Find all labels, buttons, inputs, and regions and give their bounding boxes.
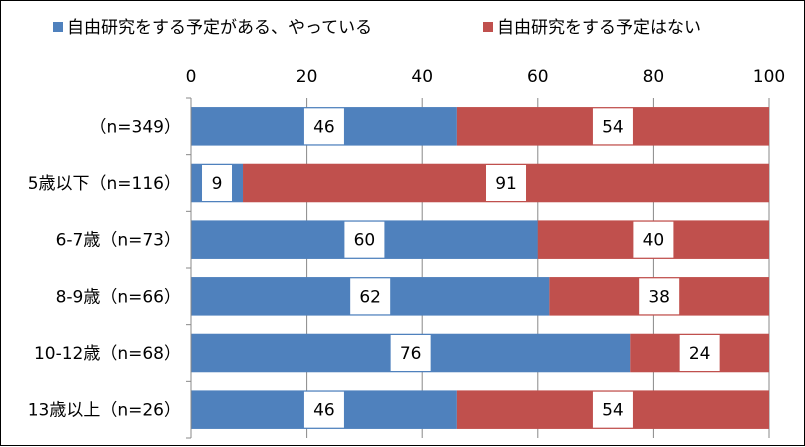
data-label-bg-5-1 <box>592 391 633 428</box>
legend: 自由研究をする予定がある、やっている 自由研究をする予定はない <box>53 18 701 38</box>
data-label-4-1: 24 <box>689 344 711 364</box>
x-tick-label-40: 40 <box>411 67 433 87</box>
category-label-3: 8-9歳（n=66） <box>56 287 181 307</box>
x-axis-ticks: 0 20 40 60 80 100 <box>186 67 786 87</box>
data-label-1-1: 91 <box>495 174 517 194</box>
data-label-3-1: 38 <box>648 287 670 307</box>
data-label-bg-1-0 <box>202 165 233 201</box>
data-label-2-1: 40 <box>643 231 665 251</box>
category-label-5: 13歳以上（n=26） <box>28 401 181 421</box>
data-label-4-0: 76 <box>400 344 422 364</box>
x-tick-label-80: 80 <box>643 67 665 87</box>
category-label-1: 5歳以下（n=116） <box>28 174 181 194</box>
x-tick-label-60: 60 <box>527 67 549 87</box>
data-label-3-0: 62 <box>359 287 381 307</box>
data-labels: 46 54 9 91 60 40 62 38 76 24 46 54 <box>202 108 720 428</box>
data-label-5-1: 54 <box>602 401 624 421</box>
data-label-2-0: 60 <box>354 231 376 251</box>
x-tick-label-100: 100 <box>753 67 785 87</box>
data-label-bg-3-0 <box>350 278 391 315</box>
gridlines <box>190 98 770 438</box>
data-label-0-1: 54 <box>602 117 624 137</box>
category-labels: （n=349） 5歳以下（n=116） 6-7歳（n=73） 8-9歳（n=66） 10… <box>28 117 181 420</box>
legend-swatch-1 <box>483 22 493 32</box>
data-label-bg-4-1 <box>679 335 720 371</box>
category-label-4: 10-12歳（n=68） <box>34 344 181 364</box>
category-label-2: 6-7歳（n=73） <box>56 231 181 251</box>
data-label-bg-1-1 <box>486 165 527 201</box>
x-tick-label-20: 20 <box>296 67 318 87</box>
legend-swatch-0 <box>53 22 63 32</box>
data-label-bg-3-1 <box>639 278 680 315</box>
data-label-bg-5-0 <box>303 391 344 428</box>
data-label-1-0: 9 <box>212 174 223 194</box>
data-label-bg-2-1 <box>633 221 674 258</box>
bars <box>191 107 769 429</box>
legend-label-0: 自由研究をする予定がある、やっている <box>67 18 372 38</box>
data-label-bg-4-0 <box>390 335 431 371</box>
data-label-5-0: 46 <box>313 401 335 421</box>
data-label-bg-0-0 <box>303 108 344 145</box>
data-label-bg-0-1 <box>592 108 633 145</box>
legend-label-1: 自由研究をする予定はない <box>497 18 701 38</box>
category-label-0: （n=349） <box>90 117 181 137</box>
x-tick-label-0: 0 <box>186 67 197 87</box>
data-label-0-0: 46 <box>313 117 335 137</box>
y-axis <box>186 97 192 439</box>
data-label-bg-2-0 <box>344 221 385 258</box>
